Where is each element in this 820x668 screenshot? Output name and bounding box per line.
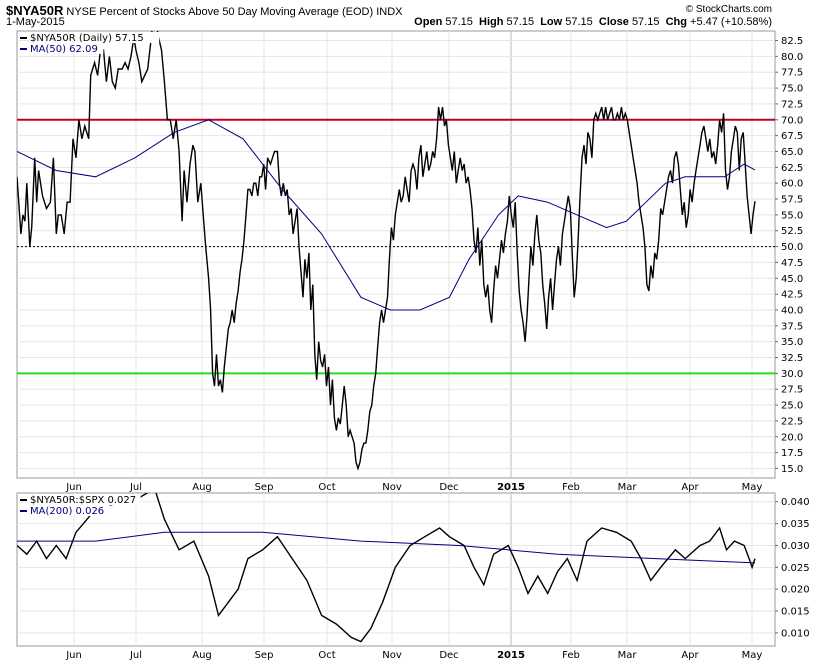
x-tick-label: Apr (681, 482, 699, 493)
x-tick-label: Dec (439, 482, 458, 493)
price-series-line (17, 493, 756, 643)
x-tick-label: Nov (382, 482, 402, 493)
legend-backdrop (29, 494, 141, 505)
x-tick-label: Mar (618, 650, 638, 661)
y-tick-label: 0.040 (781, 497, 810, 508)
x-tick-label: Jul (129, 650, 142, 661)
legend-label: MA(50) 62.09 (30, 44, 98, 55)
x-tick-label: Oct (318, 650, 335, 661)
y-tick-label: 15.0 (781, 464, 803, 475)
y-tick-label: 0.025 (781, 563, 810, 574)
legend-label: $NYA50R:$SPX 0.027 (30, 495, 136, 506)
y-tick-label: 50.0 (781, 242, 803, 253)
x-tick-label: 2015 (497, 482, 525, 493)
high-label: High (479, 16, 504, 28)
ohlc-quote: Open 57.15 High 57.15 Low 57.15 Close 57… (414, 16, 772, 28)
y-tick-label: 0.010 (781, 628, 810, 639)
y-tick-label: 82.5 (781, 36, 803, 47)
x-tick-label: Jul (129, 482, 142, 493)
x-tick-label: 2015 (497, 650, 525, 661)
chart-header-title: $NYA50R NYSE Percent of Stocks Above 50 … (6, 3, 402, 18)
x-tick-label: Mar (618, 482, 638, 493)
y-tick-label: 80.0 (781, 52, 803, 63)
y-tick-label: 20.0 (781, 432, 803, 443)
symbol: $NYA50R (6, 3, 64, 18)
y-tick-label: 75.0 (781, 84, 803, 95)
change-value: +5.47 (+10.58%) (690, 16, 772, 28)
y-tick-label: 70.0 (781, 115, 803, 126)
open-value: 57.15 (445, 16, 473, 28)
y-tick-label: 60.0 (781, 179, 803, 190)
y-tick-label: 42.5 (781, 290, 803, 301)
y-tick-label: 77.5 (781, 68, 803, 79)
panel-frame (16, 30, 776, 479)
x-tick-label: Apr (681, 650, 699, 661)
legend-label: MA(200) 0.026 (30, 506, 104, 517)
x-tick-label: Dec (439, 650, 458, 661)
exchange: INDX (376, 6, 403, 18)
y-tick-label: 27.5 (781, 385, 803, 396)
legend-backdrop (29, 32, 160, 43)
x-tick-label: Jun (65, 482, 82, 493)
x-tick-label: Sep (255, 650, 274, 661)
y-tick-label: 32.5 (781, 353, 803, 364)
moving-average-line (17, 119, 756, 311)
y-tick-label: 62.5 (781, 163, 803, 174)
x-tick-label: Feb (562, 482, 580, 493)
y-tick-label: 0.035 (781, 519, 810, 530)
x-tick-label: May (742, 482, 763, 493)
y-tick-label: 52.5 (781, 226, 803, 237)
y-tick-label: 17.5 (781, 448, 803, 459)
y-tick-label: 45.0 (781, 274, 803, 285)
change-label: Chg (665, 16, 687, 28)
high-value: 57.15 (506, 16, 535, 28)
y-tick-label: 22.5 (781, 416, 803, 427)
y-tick-label: 47.5 (781, 258, 803, 269)
y-tick-label: 57.5 (781, 195, 803, 206)
chart-date: 1-May-2015 (6, 16, 65, 28)
y-tick-label: 40.0 (781, 305, 803, 316)
copyright: © StockCharts.com (685, 4, 772, 15)
x-tick-label: May (742, 650, 763, 661)
legend-backdrop (29, 43, 104, 54)
y-tick-label: 37.5 (781, 321, 803, 332)
price-series-line (17, 31, 756, 471)
x-tick-label: Aug (192, 650, 212, 661)
y-tick-label: 0.015 (781, 607, 810, 618)
x-tick-label: Nov (382, 650, 402, 661)
x-tick-label: Feb (562, 650, 580, 661)
close-label: Close (598, 16, 629, 28)
close-value: 57.15 (631, 16, 660, 28)
legend-backdrop (29, 505, 110, 516)
open-label: Open (414, 16, 443, 28)
legend-label: $NYA50R (Daily) 57.15 (30, 33, 144, 44)
x-tick-label: Aug (192, 482, 212, 493)
y-tick-label: 55.0 (781, 210, 803, 221)
low-value: 57.15 (565, 16, 593, 28)
low-label: Low (540, 16, 563, 28)
y-tick-label: 65.0 (781, 147, 803, 158)
y-tick-label: 0.020 (781, 585, 810, 596)
y-tick-label: 67.5 (781, 131, 803, 142)
x-tick-label: Oct (318, 482, 335, 493)
y-tick-label: 0.030 (781, 541, 810, 552)
y-tick-label: 35.0 (781, 337, 803, 348)
x-tick-label: Sep (255, 482, 274, 493)
y-tick-label: 25.0 (781, 401, 803, 412)
y-tick-label: 72.5 (781, 99, 803, 110)
panel-frame (16, 492, 776, 647)
y-tick-label: 30.0 (781, 369, 803, 380)
moving-average-line (17, 531, 756, 564)
description: NYSE Percent of Stocks Above 50 Day Movi… (66, 6, 374, 18)
x-tick-label: Jun (65, 650, 82, 661)
